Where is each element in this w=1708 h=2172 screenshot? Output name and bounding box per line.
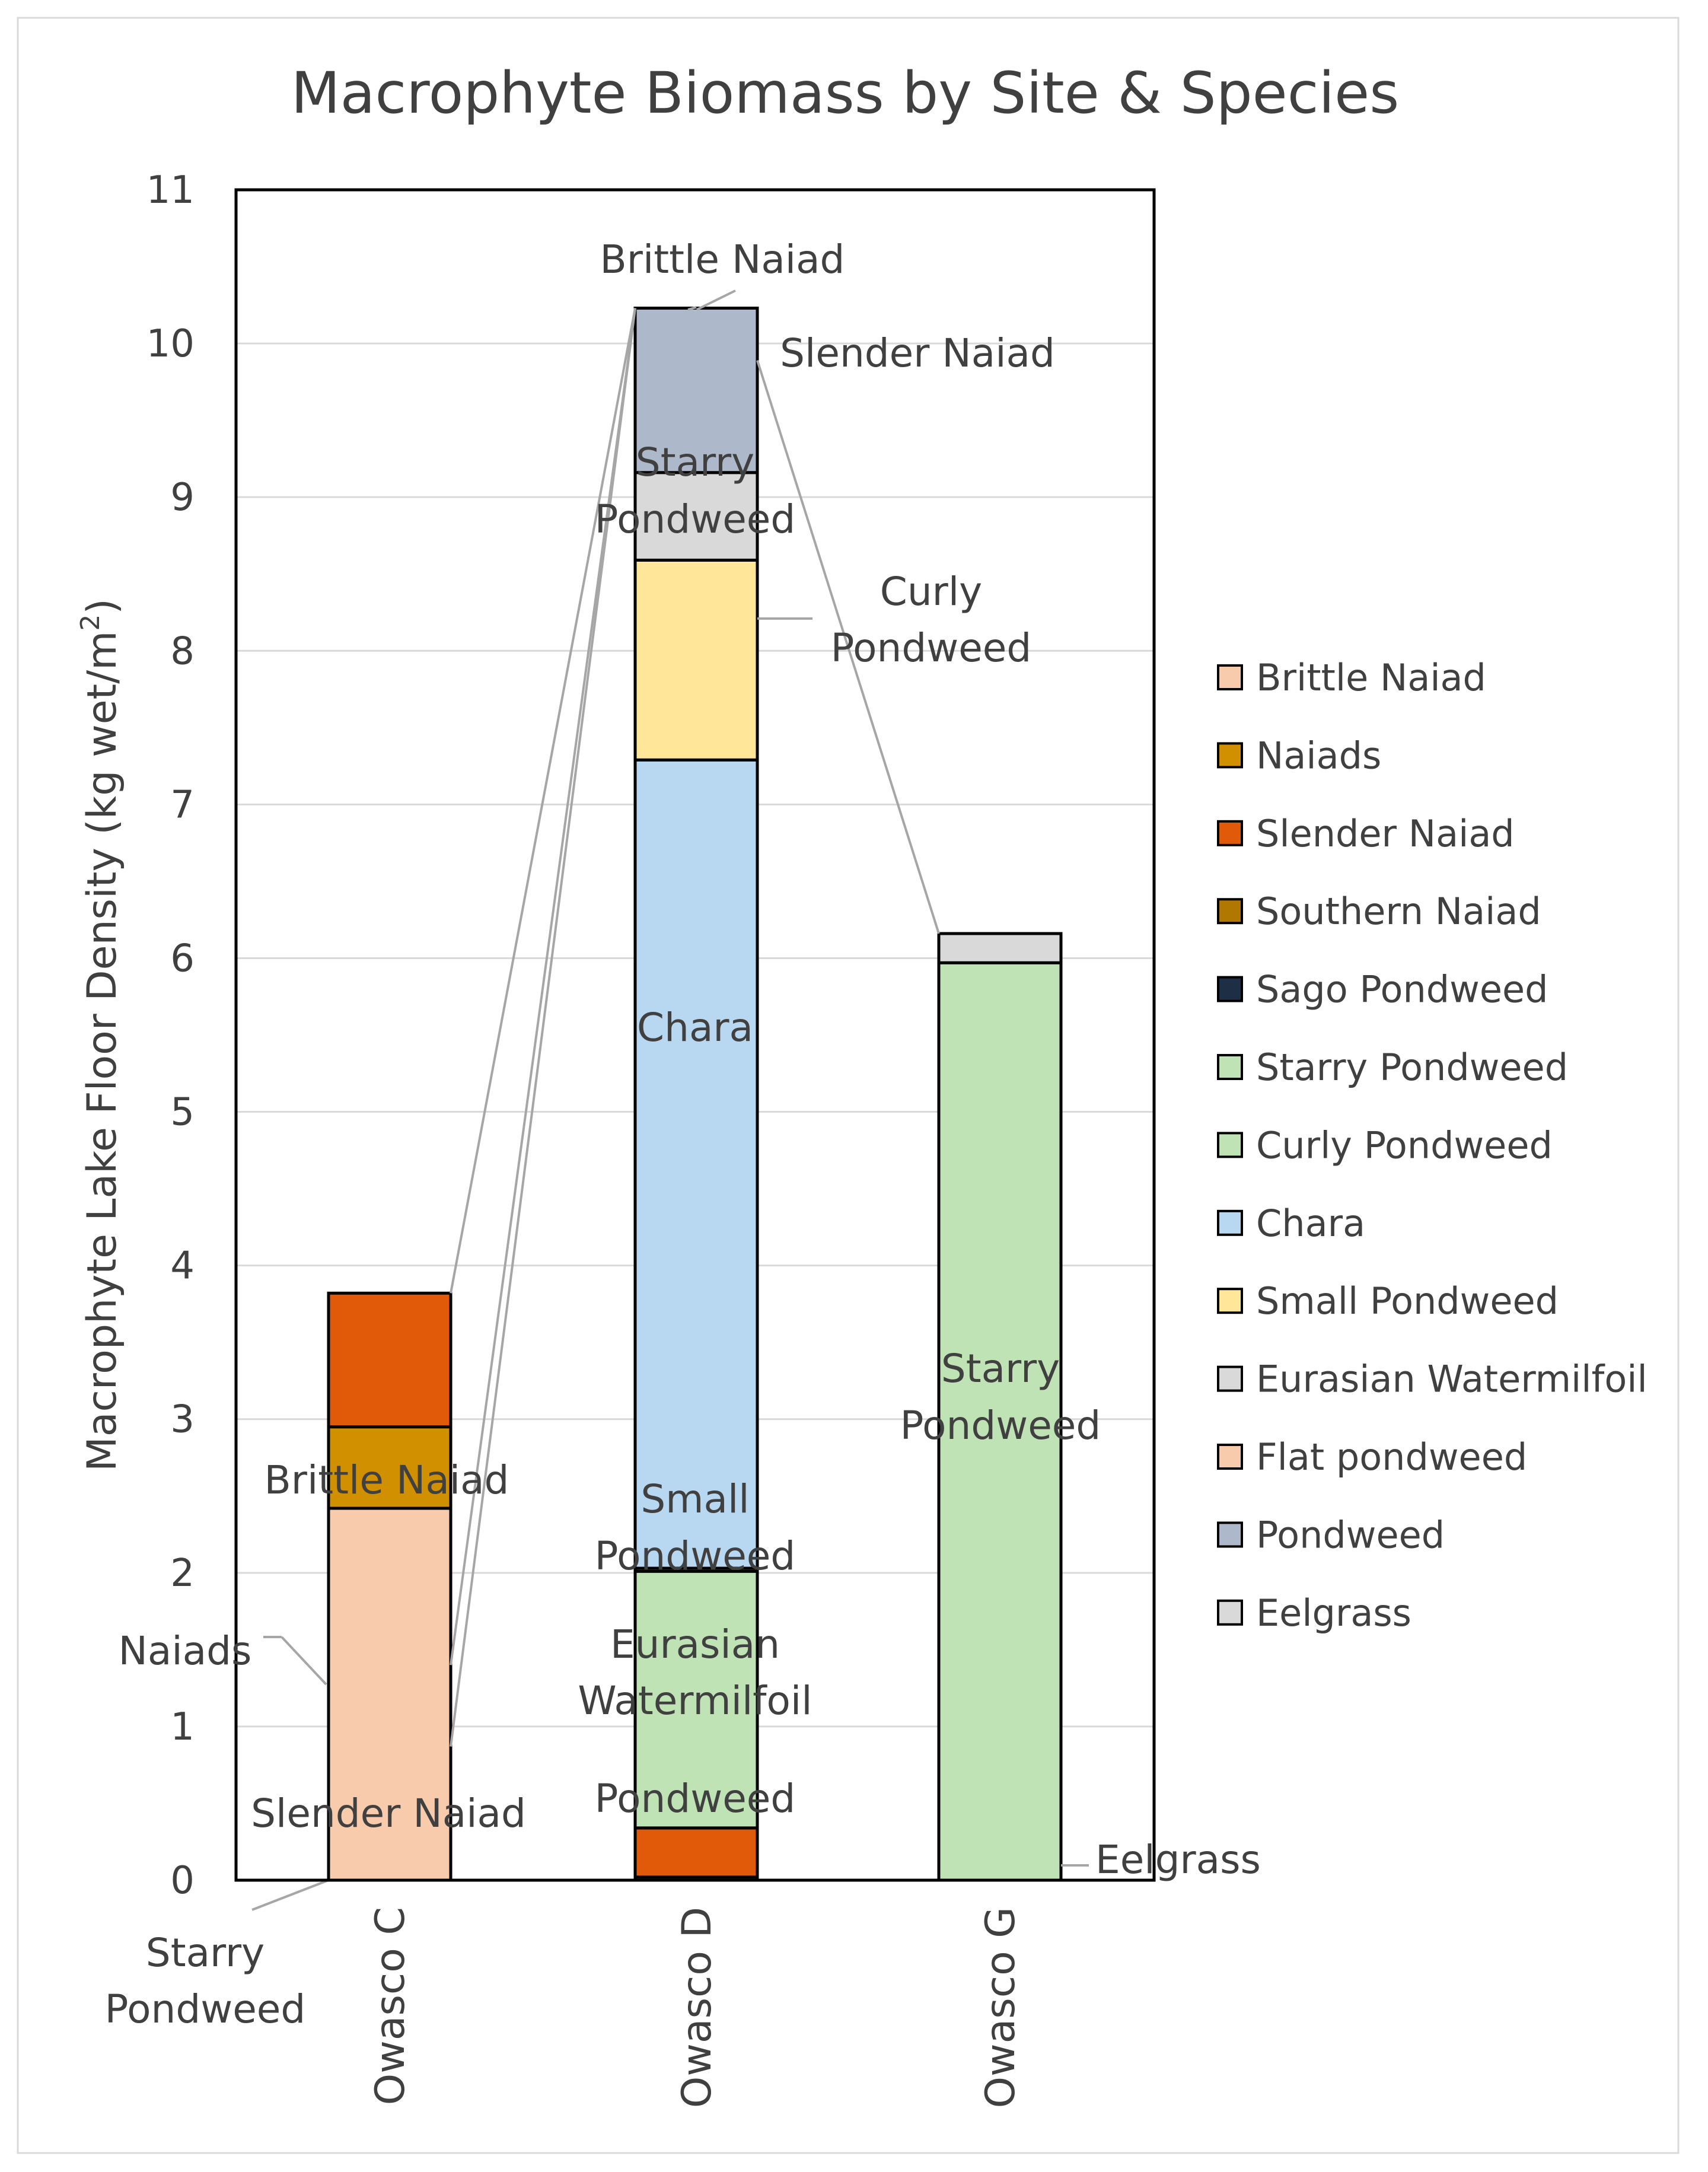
bar-owasco-g-eelgrass (937, 932, 1063, 964)
series-line-brittle-naiad (450, 308, 636, 1294)
legend-label-southern-naiad: Southern Naiad (1256, 890, 1541, 933)
bar-owasco-d-eurasian-watermilfoil (633, 471, 759, 562)
legend-swatch-flat-pondweed (1217, 1444, 1243, 1470)
legend-label-small-pondweed: Small Pondweed (1256, 1279, 1559, 1323)
y-tick-label-9: 9 (170, 476, 195, 520)
legend-label-flat-pondweed: Flat pondweed (1256, 1435, 1527, 1479)
label-g-starry-line1: Starry (941, 1346, 1060, 1391)
legend-swatch-eurasian-watermilfoil (1217, 1365, 1243, 1392)
bar-owasco-c-brittle-naiad (327, 1507, 453, 1882)
series-line-naiads (450, 308, 636, 1665)
bar-owasco-d-small-pondweed (633, 558, 759, 762)
bar-owasco-d-starry-pondweed (633, 1569, 759, 1830)
leader-d-brittle-naiad (687, 306, 697, 311)
legend: Brittle Naiad Naiads Slender Naiad Southern… (1217, 656, 1648, 1635)
label-d-curly-line2: Pondweed (831, 625, 1032, 671)
legend-label-eurasian-watermilfoil: Eurasian Watermilfoil (1256, 1358, 1648, 1401)
legend-label-eelgrass: Eelgrass (1256, 1591, 1411, 1635)
legend-swatch-eelgrass (1217, 1599, 1243, 1626)
label-d-starry-line1: Starry (636, 440, 754, 485)
label-c-brittle-naiad: Brittle Naiad (265, 1457, 509, 1503)
y-tick-label-6: 6 (170, 937, 195, 980)
category-labels: Owasco C Owasco D Owasco G (367, 1907, 1024, 2109)
legend-swatch-sago-pondweed (1217, 976, 1243, 1002)
bar-owasco-d-slender-naiad (633, 1826, 759, 1879)
label-d-starry-line2: Pondweed (595, 496, 796, 542)
label-c-starry-line2: Pondweed (105, 1986, 306, 2032)
bar-owasco-g-starry-pondweed (937, 961, 1063, 1882)
legend-label-naiads: Naiads (1256, 734, 1381, 777)
legend-label-pondweed: Pondweed (1256, 1513, 1445, 1556)
label-g-starry-line2: Pondweed (900, 1403, 1101, 1448)
segment-labels: Brittle Naiad Slender Naiad Naiads Starr… (105, 237, 1261, 2032)
y-tick-label-1: 1 (170, 1705, 195, 1749)
series-line-slender-naiad (450, 308, 636, 1747)
bar-owasco-c-naiads (327, 1425, 453, 1510)
label-d-curly-line1: Curly (880, 569, 982, 614)
y-axis-label-main: Macrophyte Lake Floor Density (kg wet/m (79, 631, 126, 1472)
y-tick-label-10: 10 (146, 322, 195, 366)
label-d-chara: Chara (637, 1005, 753, 1050)
label-c-naiads: Naiads (119, 1628, 252, 1674)
leader-c-naiads-2 (281, 1636, 327, 1686)
y-tick-label-5: 5 (170, 1091, 195, 1135)
category-label-owasco-c: Owasco C (367, 1907, 414, 2105)
label-d-eurasian-line2: Watermilfoil (578, 1678, 812, 1724)
legend-label-chara: Chara (1256, 1202, 1365, 1245)
y-axis-label-superscript: 2 (75, 614, 106, 631)
label-g-eelgrass: Eelgrass (1095, 1837, 1261, 1883)
y-axis-label: Macrophyte Lake Floor Density (kg wet/m2… (75, 598, 126, 1472)
label-d-small-line2: Pondweed (595, 1533, 796, 1579)
legend-label-sago-pondweed: Sago Pondweed (1256, 968, 1548, 1011)
label-d-eurasian-line1: Eurasian (610, 1622, 780, 1667)
label-d-brittle-naiad: Brittle Naiad (600, 237, 845, 282)
y-tick-label-3: 3 (170, 1398, 195, 1442)
legend-swatch-pondweed (1217, 1521, 1243, 1548)
legend-swatch-slender-naiad (1217, 820, 1243, 846)
y-axis-label-end: ) (79, 598, 126, 614)
legend-label-curly-pondweed: Curly Pondweed (1256, 1123, 1553, 1167)
y-tick-labels: 0 1 2 3 4 5 6 7 8 9 10 11 (146, 168, 195, 1903)
leader-c-starry-pondweed (251, 1879, 329, 1911)
label-d-slender-naiad: Slender Naiad (780, 330, 1055, 376)
series-line-starry-pondweed (756, 359, 940, 934)
label-d-small-line1: Small (640, 1476, 749, 1522)
chart-frame (17, 17, 1680, 2154)
label-c-starry-line1: Starry (146, 1930, 265, 1976)
chart-title: Macrophyte Biomass by Site & Species (291, 60, 1399, 126)
legend-label-brittle-naiad: Brittle Naiad (1256, 656, 1486, 699)
y-tick-label-8: 8 (170, 629, 195, 673)
legend-swatch-curly-pondweed (1217, 1132, 1243, 1158)
legend-swatch-southern-naiad (1217, 898, 1243, 925)
category-label-owasco-g: Owasco G (977, 1907, 1024, 2109)
category-label-owasco-d: Owasco D (674, 1907, 721, 2108)
legend-swatch-chara (1217, 1209, 1243, 1236)
y-tick-label-2: 2 (170, 1552, 195, 1595)
legend-swatch-brittle-naiad (1217, 664, 1243, 690)
bar-owasco-d-pondweed (633, 307, 759, 474)
leader-d-brittle-naiad-2 (696, 289, 736, 311)
y-tick-label-0: 0 (170, 1859, 195, 1903)
y-tick-label-11: 11 (146, 168, 195, 212)
bar-owasco-c-slender-naiad (327, 1291, 453, 1429)
bar-owasco-d-chara (633, 758, 759, 1570)
label-c-slender-naiad: Slender Naiad (251, 1791, 526, 1836)
leader-lines (251, 289, 1089, 1911)
bars (327, 307, 1063, 1882)
legend-label-starry-pondweed: Starry Pondweed (1256, 1046, 1568, 1089)
y-tick-label-7: 7 (170, 783, 195, 827)
legend-swatch-small-pondweed (1217, 1288, 1243, 1314)
plot-area-border (234, 188, 1156, 1882)
label-d-pondweed: Pondweed (595, 1776, 796, 1821)
y-tick-label-4: 4 (170, 1244, 195, 1288)
legend-swatch-starry-pondweed (1217, 1054, 1243, 1080)
legend-label-slender-naiad: Slender Naiad (1256, 812, 1515, 855)
legend-swatch-naiads (1217, 742, 1243, 769)
